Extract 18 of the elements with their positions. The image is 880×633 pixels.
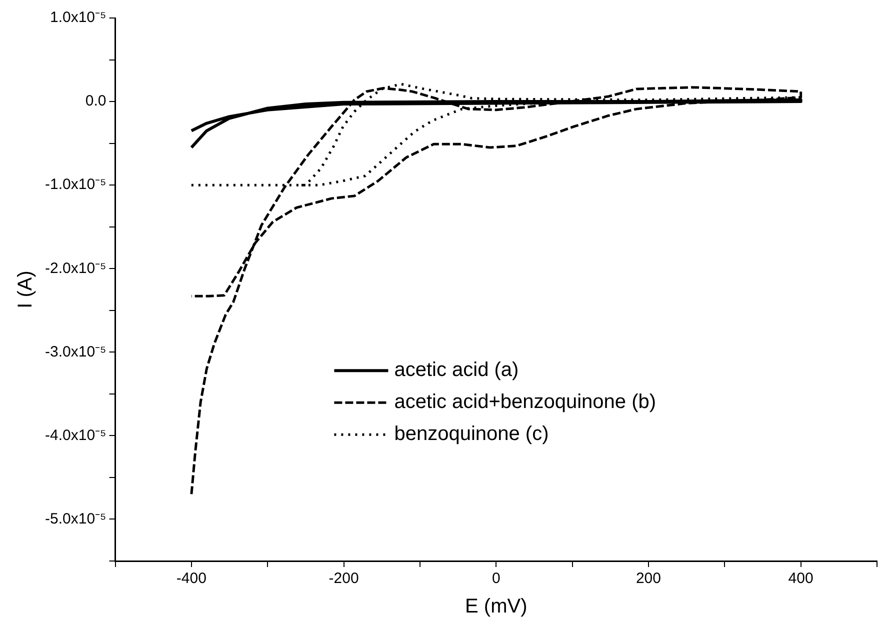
legend-label: acetic acid+benzoquinone (b) — [394, 391, 656, 414]
x-tick-label: -400 — [176, 570, 206, 588]
y-tick-label: -5.0x10⁻⁵ — [45, 510, 106, 528]
y-tick-label: -1.0x10⁻⁵ — [45, 176, 106, 194]
legend-label: acetic acid (a) — [394, 359, 519, 382]
legend-label: benzoquinone (c) — [394, 423, 549, 446]
x-axis-title: E (mV) — [465, 596, 528, 618]
y-tick-label: 0.0 — [85, 92, 106, 110]
x-tick-label: 400 — [788, 570, 814, 588]
line-series — [190, 86, 802, 496]
x-tick-label: 200 — [636, 570, 661, 588]
y-tick-label: -2.0x10⁻⁵ — [45, 260, 106, 277]
x-tick-label: 0 — [492, 570, 500, 588]
y-axis-title: I (A) — [14, 270, 37, 308]
y-tick-label: 1.0x10⁻⁵ — [50, 9, 106, 26]
y-tick-label: -3.0x10⁻⁵ — [45, 343, 106, 360]
x-tick-label: -200 — [328, 570, 359, 588]
y-tick-label: -4.0x10⁻⁵ — [45, 426, 106, 444]
